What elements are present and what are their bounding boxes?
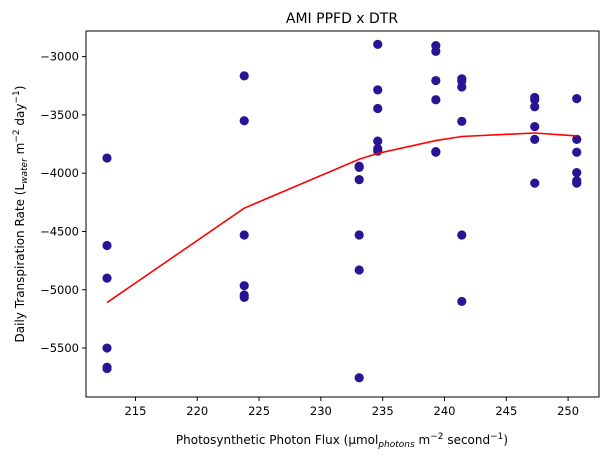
y-axis-label-sup2: −1 <box>12 90 22 103</box>
data-point <box>457 230 467 240</box>
data-point <box>354 162 364 172</box>
data-point <box>431 95 441 105</box>
y-axis-label-main: Daily Transpiration Rate (L <box>13 184 27 343</box>
data-point <box>431 46 441 57</box>
y-axis-ticks: −5500 −5000 −4500 −4000 −3500 −3000 <box>40 50 86 355</box>
x-axis-ticks: 215 220 225 230 235 240 245 250 <box>124 397 579 418</box>
x-axis-label-close: ) <box>503 433 508 447</box>
x-tick-label: 245 <box>495 404 517 418</box>
x-tick-label: 240 <box>434 404 456 418</box>
y-tick-label: −3500 <box>40 108 79 122</box>
x-tick-label: 230 <box>310 404 332 418</box>
data-point <box>102 153 112 163</box>
data-point <box>572 168 582 178</box>
data-point <box>354 265 364 275</box>
y-tick-label: −5000 <box>40 283 79 297</box>
y-axis-label-tail: m <box>13 143 27 159</box>
data-point <box>457 296 467 307</box>
data-point <box>457 82 467 92</box>
data-point <box>102 363 112 374</box>
x-axis-label-sup1: −2 <box>430 432 443 442</box>
data-point <box>572 94 582 104</box>
x-tick-label: 235 <box>372 404 394 418</box>
y-axis-label-tail2: day <box>13 104 27 130</box>
data-point <box>431 147 441 157</box>
data-point <box>239 292 249 302</box>
y-tick-label: −4000 <box>40 166 79 180</box>
y-axis-label-sup1: −2 <box>12 129 22 142</box>
y-axis-label: Daily Transpiration Rate (Lwater m−2 day… <box>12 86 30 343</box>
y-tick-label: −5500 <box>40 341 79 355</box>
y-axis-label-sub: water <box>20 157 30 184</box>
data-point <box>354 175 364 185</box>
y-tick-label: −3000 <box>40 50 79 64</box>
data-point <box>102 343 112 353</box>
data-point <box>530 178 540 188</box>
x-axis-label-sup2: −1 <box>490 432 503 442</box>
data-point <box>530 95 540 105</box>
data-point <box>354 373 364 383</box>
axes <box>85 30 600 398</box>
data-point <box>354 230 364 240</box>
data-point <box>239 230 249 240</box>
x-tick-label: 250 <box>557 404 579 418</box>
x-axis-label-sub: photons <box>377 440 415 450</box>
x-tick-label: 215 <box>124 404 146 418</box>
data-point <box>431 75 441 86</box>
data-point <box>102 273 112 283</box>
data-point <box>239 281 249 291</box>
data-point <box>572 147 582 157</box>
data-point <box>239 116 249 126</box>
data-point <box>457 116 467 126</box>
data-point <box>239 71 249 81</box>
data-point <box>373 103 383 114</box>
y-axis-label-close: ) <box>13 86 27 91</box>
data-point <box>572 178 582 188</box>
x-axis-label-tail: m <box>415 433 431 447</box>
data-point <box>102 240 112 251</box>
data-point <box>530 102 540 112</box>
plot-area <box>102 39 582 383</box>
data-point <box>572 134 582 144</box>
x-axis-label-main: Photosynthetic Photon Flux (µmol <box>176 433 378 447</box>
chart-title: AMI PPFD x DTR <box>286 11 398 27</box>
x-axis-label-tail2: second <box>444 433 491 447</box>
trend-line <box>106 132 577 304</box>
data-point <box>373 85 383 95</box>
data-point <box>373 39 383 50</box>
x-tick-label: 220 <box>186 404 208 418</box>
plot-frame <box>85 30 600 398</box>
x-tick-label: 225 <box>248 404 270 418</box>
data-point <box>530 134 540 144</box>
data-point <box>530 121 540 132</box>
y-tick-label: −4500 <box>40 224 79 238</box>
x-axis-label: Photosynthetic Photon Flux (µmolphotons … <box>176 432 508 450</box>
data-point <box>373 136 383 146</box>
